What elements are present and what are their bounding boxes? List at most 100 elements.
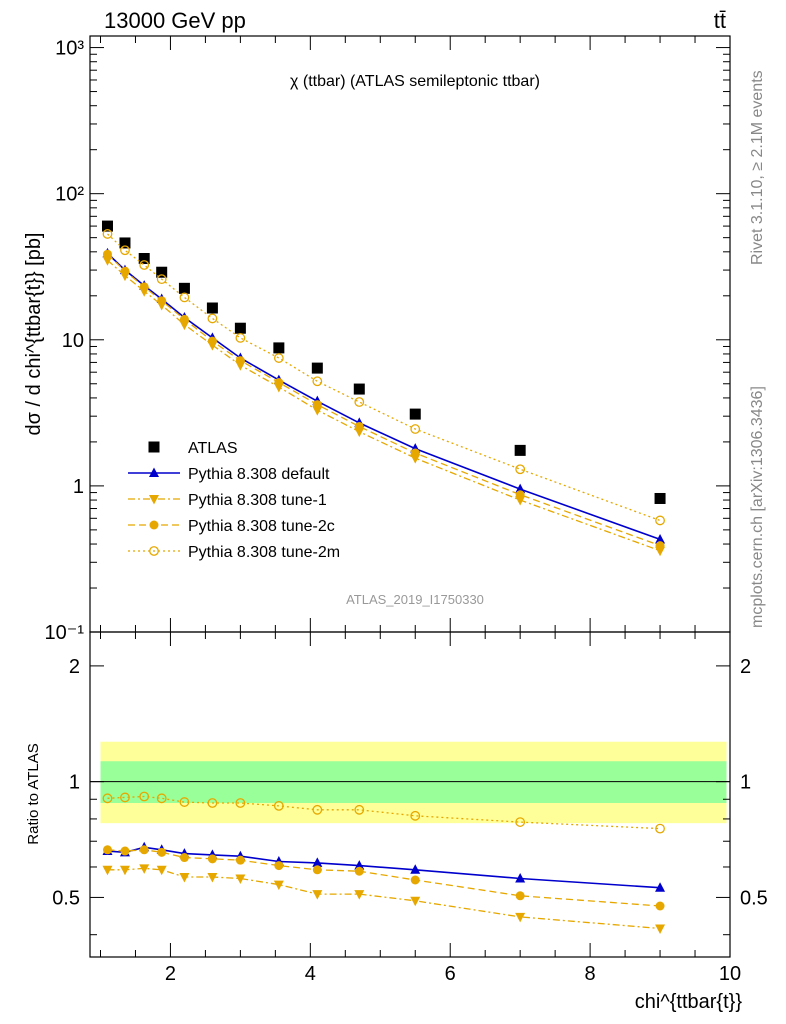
- ratio-frame: [89, 631, 731, 958]
- main-panel: 10⁻¹ 1 10 10² 10³ χ (ttbar) (ATLAS semilepto…: [23, 35, 731, 644]
- main-point-pythia-8-308-tune-2c: [120, 266, 130, 276]
- ratio-point-pythia-8-308-default: [354, 860, 365, 870]
- ratio-point-pythia-8-308-tune-2m: [410, 810, 421, 821]
- x-tick-label: 8: [585, 963, 596, 985]
- ratio-y-tick-label: 2: [69, 656, 80, 678]
- main-point-atlas: [654, 492, 666, 504]
- main-point-pythia-8-308-tune-2m: [235, 333, 246, 343]
- main-point-atlas: [409, 408, 421, 420]
- main-point-atlas: [514, 444, 526, 456]
- main-point-pythia-8-308-tune-2c: [207, 336, 217, 346]
- ratio-axes: 0.5 0.5 1 1 2 2 2 4 6 8 10: [52, 632, 768, 985]
- ratio-marks: [102, 791, 666, 935]
- main-point-pythia-8-308-tune-2m: [410, 424, 421, 434]
- rivet-label: Rivet 3.1.10, ≥ 2.1M events: [749, 70, 766, 265]
- main-title: χ (ttbar) (ATLAS semileptonic ttbar): [290, 73, 540, 90]
- ratio-point-pythia-8-308-tune-1: [354, 890, 365, 900]
- ratio-line-pythia-8-308-default: [107, 846, 661, 889]
- main-point-pythia-8-308-tune-2c: [235, 356, 245, 366]
- main-point-pythia-8-308-tune-2m: [312, 376, 323, 387]
- ratio-y-tick-label: 0.5: [52, 887, 80, 909]
- legend-marker: [149, 495, 159, 505]
- ratio-point-pythia-8-308-tune-2m: [156, 793, 167, 804]
- legend: ATLAS Pythia 8.308 default Pythia 8.308 tu…: [128, 440, 340, 561]
- main-point-pythia-8-308-tune-2c: [179, 314, 189, 324]
- ratio-point-pythia-8-308-tune-2m: [139, 791, 150, 802]
- ratio-line-pythia-8-308-tune-1: [107, 867, 661, 930]
- main-y-tick-label: 1: [73, 476, 84, 498]
- main-point-atlas: [138, 253, 150, 265]
- ratio-point-pythia-8-308-tune-2c: [120, 846, 130, 856]
- x-tick-label: 4: [305, 963, 316, 985]
- ratio-point-pythia-8-308-tune-1: [179, 873, 190, 883]
- ratio-point-pythia-8-308-tune-2m: [235, 798, 246, 808]
- legend-marker: [149, 467, 159, 477]
- ratio-point-pythia-8-308-tune-1: [119, 865, 130, 876]
- main-point-pythia-8-308-tune-2c: [157, 296, 167, 306]
- x-tick-label: 6: [445, 963, 456, 985]
- main-point-atlas: [273, 342, 285, 354]
- main-point-pythia-8-308-tune-2c: [655, 541, 665, 551]
- main-marks: [101, 220, 666, 557]
- legend-label: ATLAS: [188, 440, 238, 457]
- main-point-pythia-8-308-tune-2c: [515, 490, 525, 500]
- ratio-point-pythia-8-308-tune-2m: [515, 817, 526, 827]
- ratio-point-pythia-8-308-tune-1: [102, 865, 113, 876]
- legend-label: Pythia 8.308 tune-2c: [188, 518, 335, 535]
- main-point-pythia-8-308-tune-2m: [655, 515, 665, 526]
- main-point-pythia-8-308-tune-2m: [515, 464, 526, 475]
- ratio-point-pythia-8-308-tune-2c: [207, 854, 217, 864]
- main-point-pythia-8-308-tune-1: [312, 406, 323, 416]
- ratio-ylabel: Ratio to ATLAS: [25, 743, 42, 844]
- main-point-pythia-8-308-tune-2c: [354, 421, 364, 431]
- main-point-atlas: [101, 220, 113, 232]
- main-y-tick-label: 10: [62, 330, 84, 352]
- ratio-point-pythia-8-308-tune-2m: [312, 804, 323, 815]
- ratio-point-pythia-8-308-tune-2m: [273, 800, 284, 811]
- x-tick-label: 2: [165, 963, 176, 985]
- legend-marker: [149, 546, 159, 556]
- ratio-point-pythia-8-308-tune-1: [139, 864, 150, 874]
- ratio-point-pythia-8-308-tune-2m: [354, 804, 365, 815]
- ratio-point-pythia-8-308-default: [312, 857, 323, 867]
- ratio-point-pythia-8-308-tune-2c: [235, 855, 245, 865]
- process-label: tt̄: [714, 8, 726, 33]
- ratio-point-pythia-8-308-tune-2c: [655, 901, 665, 911]
- main-point-pythia-8-308-tune-2m: [207, 313, 218, 324]
- ratio-point-pythia-8-308-tune-2c: [515, 891, 525, 901]
- main-point-pythia-8-308-tune-2m: [273, 353, 284, 363]
- ratio-point-pythia-8-308-tune-2c: [179, 853, 189, 863]
- main-point-atlas: [206, 302, 218, 314]
- ratio-point-pythia-8-308-default: [515, 873, 526, 883]
- ratio-point-pythia-8-308-tune-1: [515, 912, 526, 923]
- ratio-point-pythia-8-308-tune-1: [273, 880, 284, 891]
- ratio-point-pythia-8-308-tune-1: [312, 890, 323, 900]
- ratio-panel: 0.5 0.5 1 1 2 2 2 4 6 8 10 Ratio to ATLAS chi^{ttb…: [25, 631, 768, 1013]
- main-point-pythia-8-308-tune-2c: [274, 378, 284, 388]
- main-point-atlas: [156, 266, 168, 278]
- main-y-tick-label: 10³: [55, 38, 84, 60]
- ratio-point-pythia-8-308-tune-2m: [120, 792, 130, 803]
- main-y-tick-label: 10⁻¹: [45, 622, 85, 644]
- energy-label: 13000 GeV pp: [104, 8, 246, 33]
- ratio-point-pythia-8-308-tune-2c: [354, 866, 364, 876]
- main-point-pythia-8-308-default: [515, 483, 526, 494]
- mcplots-label: mcplots.cern.ch [arXiv:1306.3436]: [749, 386, 766, 628]
- analysis-tag: ATLAS_2019_I1750330: [346, 592, 484, 607]
- ratio-point-pythia-8-308-default: [410, 864, 421, 874]
- main-point-atlas: [234, 322, 246, 334]
- legend-label: Pythia 8.308 tune-2m: [188, 544, 340, 561]
- ratio-point-pythia-8-308-tune-1: [156, 865, 167, 876]
- ratio-y-tick-label: 0.5: [740, 887, 768, 909]
- main-point-pythia-8-308-default: [655, 533, 666, 544]
- main-axes: 10⁻¹ 1 10 10² 10³: [45, 36, 731, 644]
- main-point-atlas: [353, 383, 365, 395]
- ratio-point-pythia-8-308-tune-1: [235, 874, 246, 885]
- legend-marker: [148, 441, 160, 453]
- main-frame: [89, 35, 731, 633]
- main-y-tick-label: 10²: [55, 184, 84, 206]
- main-point-pythia-8-308-tune-1: [102, 256, 113, 266]
- legend-label: Pythia 8.308 tune-1: [188, 492, 327, 509]
- main-point-pythia-8-308-tune-2m: [139, 260, 150, 270]
- ratio-line-pythia-8-308-tune-2m: [107, 795, 661, 830]
